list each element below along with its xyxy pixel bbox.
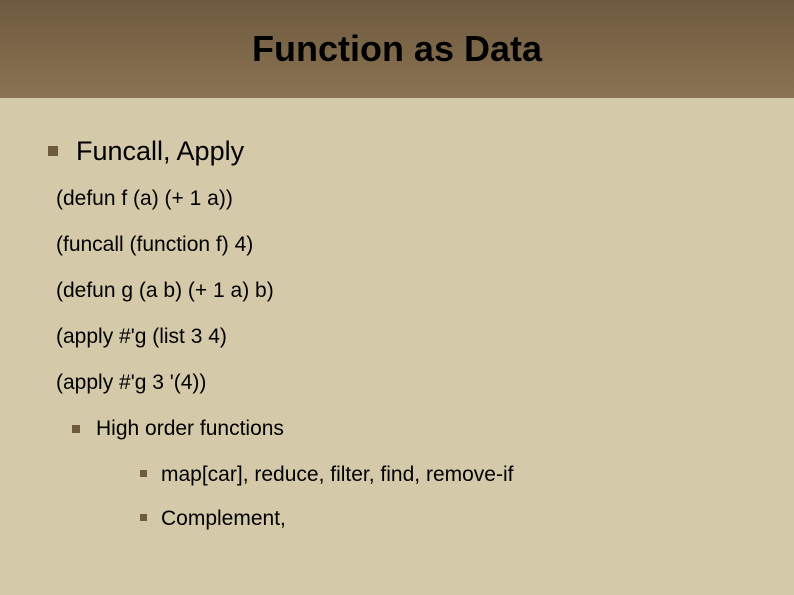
slide-title: Function as Data [252, 28, 542, 70]
bullet-row-l1: Funcall, Apply [48, 136, 774, 167]
item-l3: map[car], reduce, filter, find, remove-i… [161, 463, 513, 487]
square-bullet-icon [140, 470, 147, 477]
slide: Function as Data Funcall, Apply (defun f… [0, 0, 794, 595]
code-line: (apply #'g (list 3 4) [48, 325, 774, 349]
heading-l1: Funcall, Apply [76, 136, 244, 167]
code-line: (defun f (a) (+ 1 a)) [48, 187, 774, 211]
bullet-row-l3: map[car], reduce, filter, find, remove-i… [140, 463, 774, 487]
square-bullet-icon [72, 425, 80, 433]
bullet-row-l2: High order functions [72, 417, 774, 441]
code-line: (funcall (function f) 4) [48, 233, 774, 257]
slide-content: Funcall, Apply (defun f (a) (+ 1 a)) (fu… [0, 98, 794, 531]
bullet-row-l3: Complement, [140, 507, 774, 531]
heading-l2: High order functions [96, 417, 284, 441]
square-bullet-icon [140, 514, 147, 521]
code-line: (apply #'g 3 '(4)) [48, 371, 774, 395]
code-line: (defun g (a b) (+ 1 a) b) [48, 279, 774, 303]
item-l3: Complement, [161, 507, 286, 531]
title-band: Function as Data [0, 0, 794, 98]
square-bullet-icon [48, 146, 58, 156]
